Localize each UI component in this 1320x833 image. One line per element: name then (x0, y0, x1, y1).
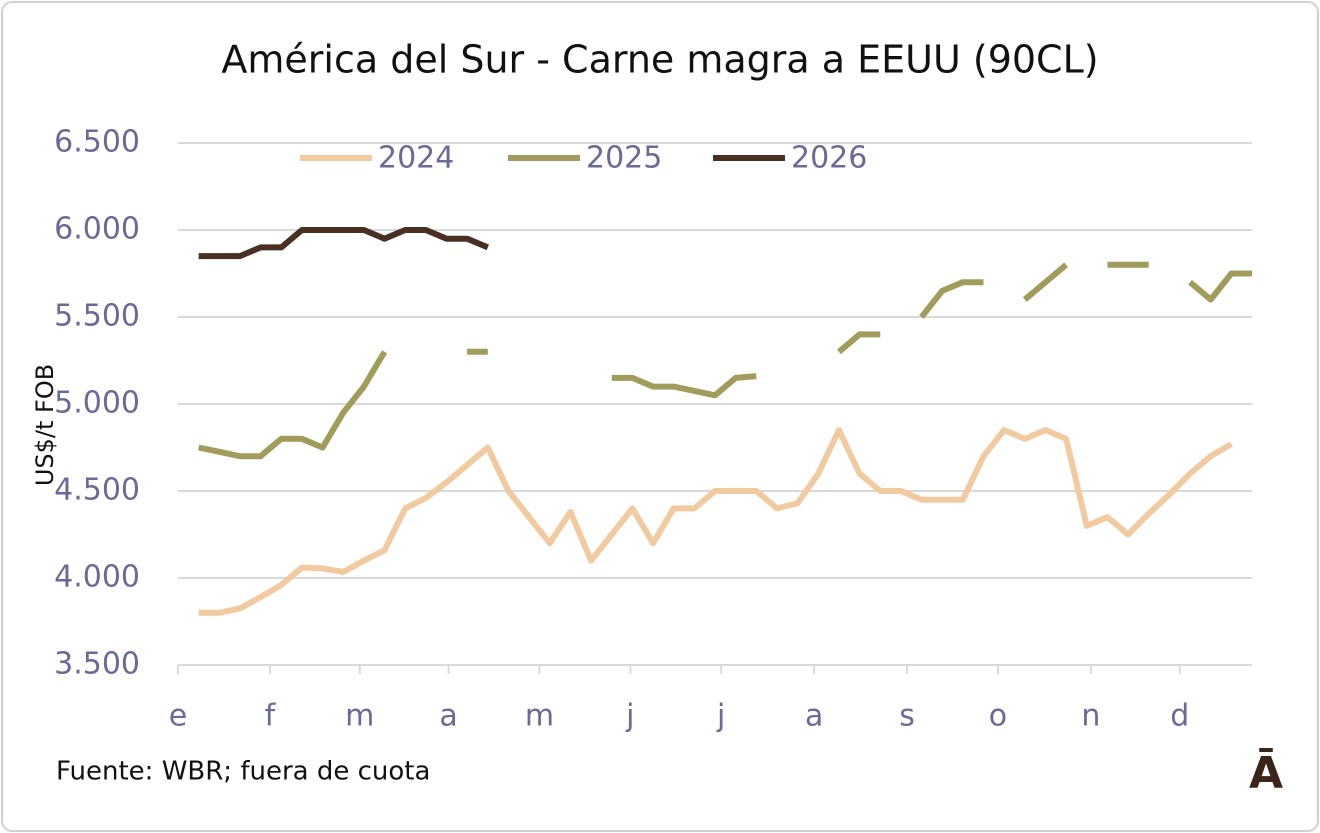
x-tick-label: f (265, 699, 277, 734)
x-tick-label: j (625, 699, 634, 734)
y-tick-label: 6.000 (54, 212, 140, 247)
x-tick-label: d (1170, 699, 1189, 734)
series-line (919, 279, 984, 319)
series-line (611, 373, 757, 399)
legend-label: 2026 (791, 141, 867, 176)
y-tick-label: 4.000 (54, 560, 140, 595)
y-tick-label: 6.500 (54, 125, 140, 160)
y-axis-title: US$/t FOB (31, 364, 59, 486)
x-tick-label: o (989, 699, 1007, 734)
x-tick-label: s (899, 699, 915, 734)
series-line (198, 227, 489, 260)
x-tick-label: e (169, 699, 187, 734)
series-line (198, 350, 388, 460)
series-line (836, 331, 881, 355)
x-tick-label: j (716, 699, 725, 734)
series-line (1022, 262, 1069, 302)
x-tick-label: a (805, 699, 823, 734)
y-tick-label: 5.000 (54, 386, 140, 421)
chart-title: América del Sur - Carne magra a EEUU (90… (221, 38, 1098, 82)
y-tick-label: 3.500 (54, 647, 140, 682)
source-note: Fuente: WBR; fuera de cuota (56, 757, 430, 787)
legend-label: 2024 (378, 141, 454, 176)
x-tick-label: a (439, 699, 457, 734)
series-line (198, 427, 1233, 616)
x-tick-label: m (345, 699, 374, 734)
x-tick-label: n (1081, 699, 1100, 734)
logo: Ā (1249, 747, 1283, 799)
y-tick-label: 5.500 (54, 299, 140, 334)
series-line (1188, 270, 1252, 303)
x-tick-label: m (525, 699, 554, 734)
y-tick-label: 4.500 (54, 473, 140, 508)
legend-label: 2025 (586, 141, 662, 176)
